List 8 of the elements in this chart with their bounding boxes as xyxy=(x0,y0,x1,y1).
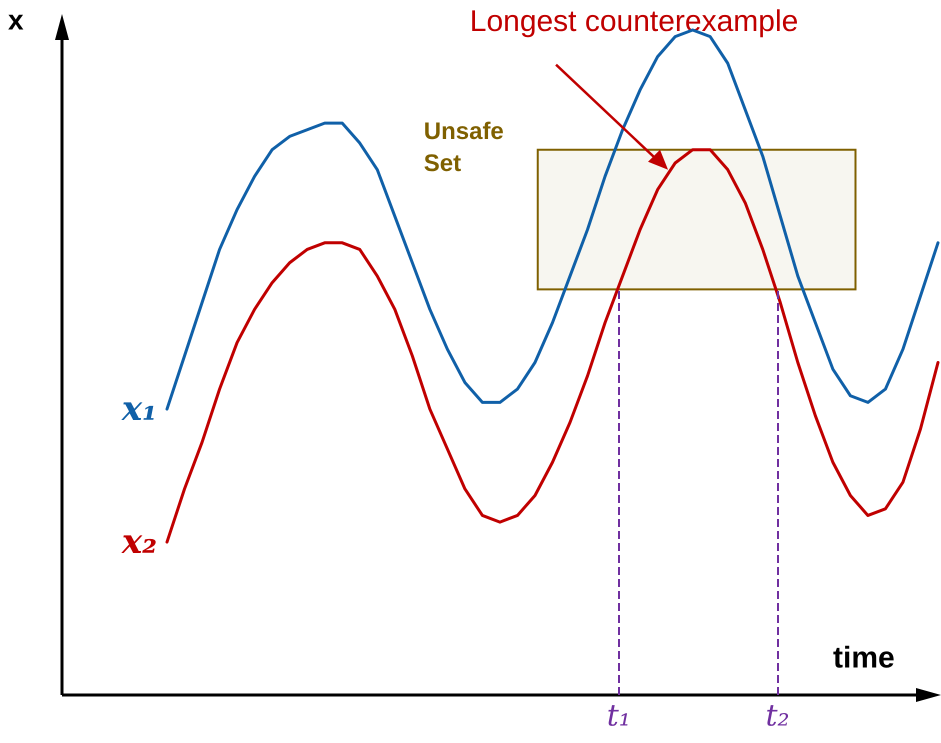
text: t₁ xyxy=(606,698,631,734)
band-label: Unsafe Set xyxy=(424,118,510,178)
text: t₂ xyxy=(765,698,790,734)
series-label: x₂ xyxy=(120,522,157,562)
annotation: Longest counterexample xyxy=(470,5,798,38)
x-axis-title: time xyxy=(833,642,895,674)
series-label: x₁ xyxy=(120,389,157,430)
y-axis-title: x xyxy=(8,4,24,36)
